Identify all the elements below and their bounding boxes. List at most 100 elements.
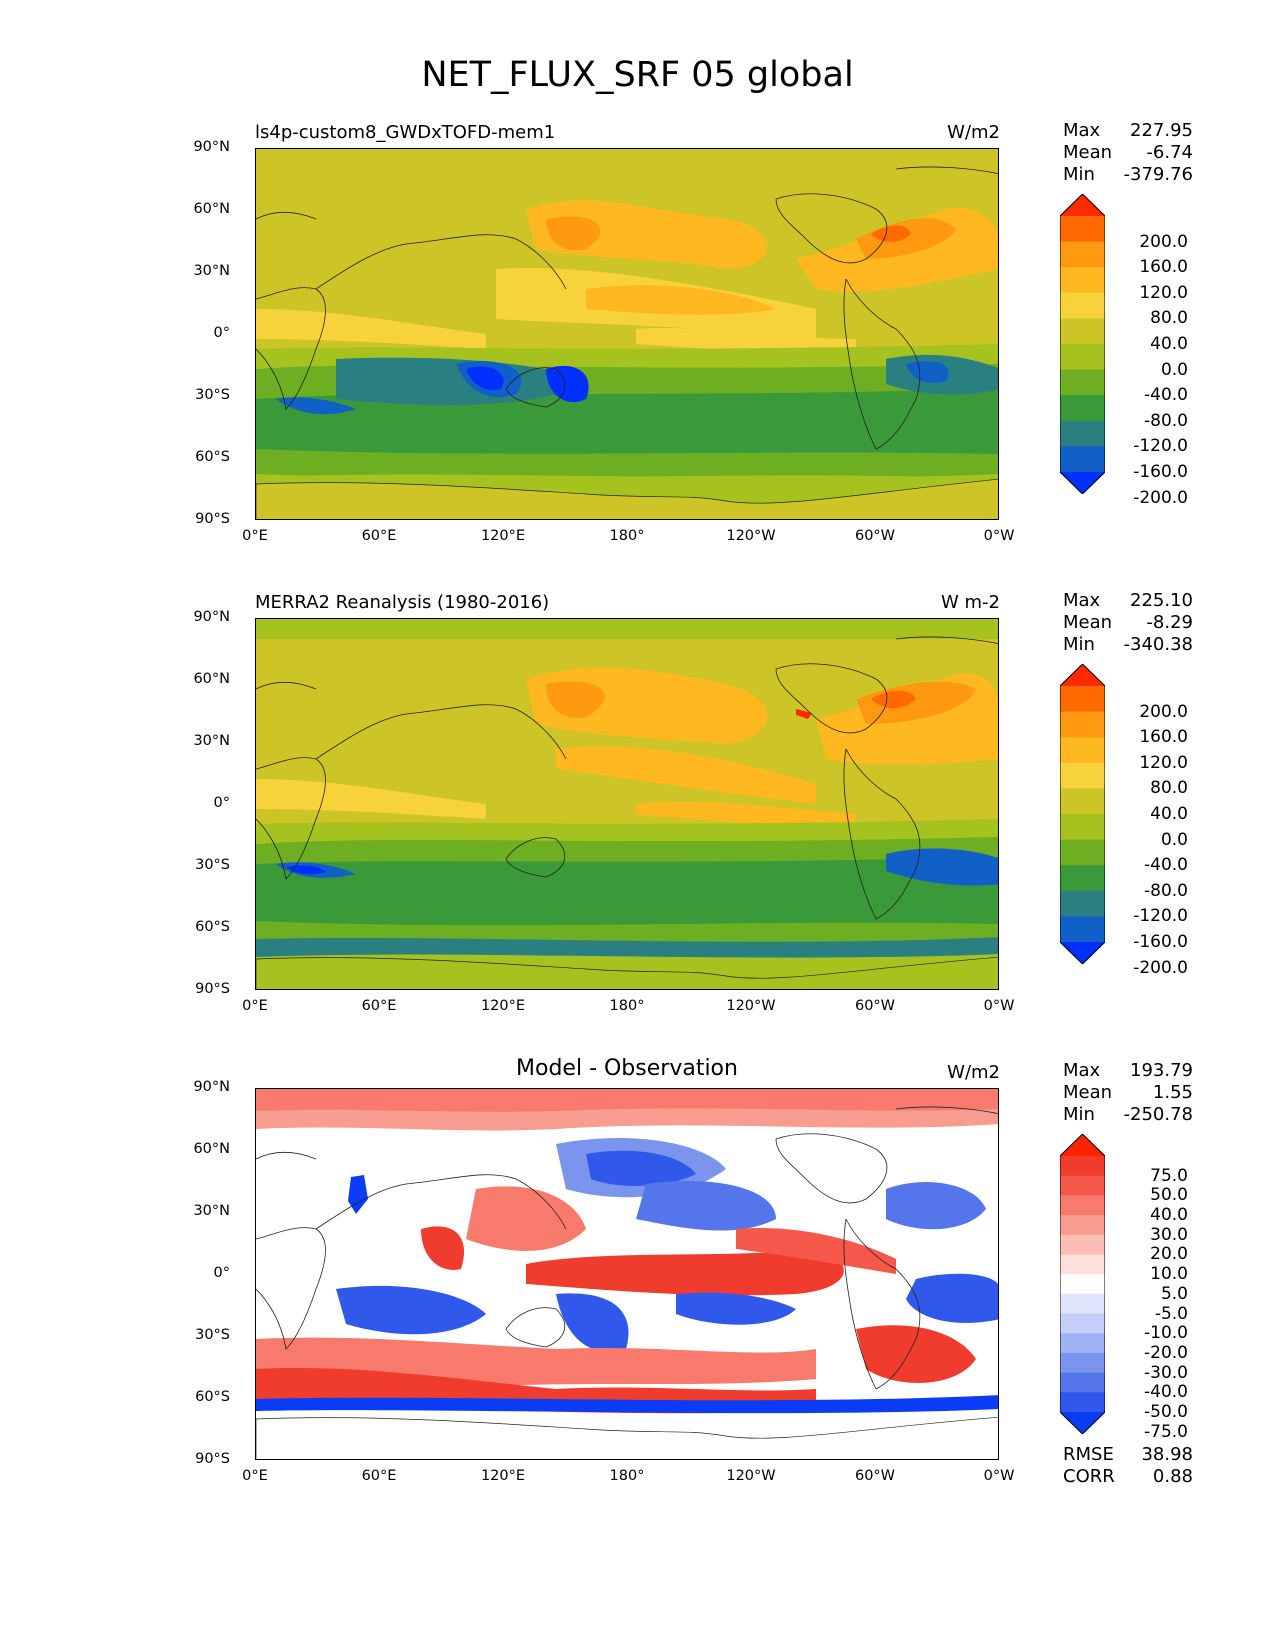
- lat-label: 90°N: [193, 1079, 230, 1095]
- colorbar-segment: [1060, 1215, 1105, 1236]
- lon-label: 120°W: [726, 1468, 776, 1484]
- min-label: Min: [1063, 1104, 1095, 1125]
- colorbar-labels: 75.0 50.0 40.0 30.0 20.0 10.0 5.0 -5.0 -10.0 -20.…: [1108, 1134, 1188, 1442]
- map-model-field: [256, 149, 998, 519]
- lat-label: 90°N: [193, 609, 230, 625]
- colorbar-tick-label: 40.0: [1150, 804, 1188, 824]
- lon-label: 60°W: [854, 1468, 896, 1484]
- lon-label: 0°W: [983, 528, 1015, 544]
- colorbar-tick-label: -50.0: [1144, 1402, 1188, 1422]
- colorbar-tick-label: 40.0: [1150, 1205, 1188, 1226]
- colorbar-tick-label: -200.0: [1133, 957, 1188, 978]
- colorbar-segment: [1060, 711, 1105, 738]
- colorbar-segment: [1060, 1195, 1105, 1216]
- lon-label: 180°: [609, 528, 645, 544]
- max-label: Max: [1063, 120, 1101, 141]
- lon-label: 180°: [609, 1468, 645, 1484]
- panel-difference: Model - Observation W/m2: [0, 1056, 1275, 1534]
- lat-label: 60°N: [193, 201, 230, 217]
- max-label: Max: [1063, 590, 1101, 611]
- lon-label: 0°W: [983, 1468, 1015, 1484]
- lat-label: 30°S: [195, 387, 230, 403]
- colorbar-tick-label: 20.0: [1150, 1244, 1188, 1265]
- colorbar-tick-label: -20.0: [1144, 1342, 1188, 1363]
- colorbar: [1060, 194, 1105, 494]
- panel-units: W m-2: [940, 592, 1000, 613]
- colorbar-segment: [1060, 839, 1105, 866]
- panel-title: ls4p-custom8_GWDxTOFD-mem1: [255, 122, 556, 143]
- colorbar: [1060, 664, 1105, 964]
- colorbar-tick-label: -200.0: [1133, 487, 1188, 508]
- colorbar-segment: [1060, 241, 1105, 268]
- lat-label: 0°: [213, 795, 230, 811]
- lon-label: 60°E: [361, 1468, 397, 1484]
- figure-title: NET_FLUX_SRF 05 global: [421, 55, 854, 95]
- mean-label: Mean: [1063, 142, 1113, 163]
- min-value: -250.78: [1123, 1104, 1193, 1125]
- lat-label: 60°S: [195, 449, 230, 465]
- colorbar-tick-label: 160.0: [1139, 727, 1188, 748]
- colorbar-segment: [1060, 1254, 1105, 1275]
- lon-label: 0°E: [242, 1468, 268, 1484]
- map-difference-field: [256, 1089, 998, 1459]
- colorbar-tick-label: 50.0: [1150, 1185, 1188, 1206]
- colorbar-segment: [1060, 267, 1105, 294]
- lat-label: 30°N: [193, 263, 230, 279]
- colorbar-segment: [1060, 395, 1105, 422]
- colorbar-segment: [1060, 1333, 1105, 1354]
- colorbar-segment: [1060, 788, 1105, 815]
- colorbar-segment: [1060, 318, 1105, 345]
- lat-label: 90°S: [195, 1451, 230, 1467]
- colorbar-segment: [1060, 344, 1105, 371]
- colorbar-tick-label: -120.0: [1133, 906, 1188, 927]
- colorbar-segment: [1060, 762, 1105, 789]
- lat-label: 30°S: [195, 1327, 230, 1343]
- colorbar-segment: [1060, 446, 1105, 473]
- panel-model: ls4p-custom8_GWDxTOFD-mem1 W/m2: [0, 120, 1275, 594]
- colorbar-segment: [1060, 737, 1105, 764]
- mean-label: Mean: [1063, 1082, 1113, 1103]
- colorbar-tick-label: 0.0: [1160, 829, 1188, 850]
- lat-label: 90°S: [195, 981, 230, 997]
- lat-label: 30°N: [193, 1203, 230, 1219]
- colorbar-segment: [1060, 1234, 1105, 1255]
- lon-label: 60°W: [854, 998, 896, 1014]
- colorbar-tick-label: -30.0: [1144, 1362, 1188, 1383]
- corr-label: CORR: [1063, 1466, 1115, 1487]
- lon-label: 0°W: [983, 998, 1015, 1014]
- colorbar-tick-label: 80.0: [1150, 778, 1188, 799]
- lon-label: 120°E: [480, 528, 526, 544]
- colorbar-tick-label: -160.0: [1133, 462, 1188, 482]
- max-value: 227.95: [1130, 120, 1193, 141]
- colorbar-segment: [1060, 664, 1105, 686]
- corr-value: 0.88: [1152, 1466, 1193, 1487]
- colorbar-tick-label: -5.0: [1154, 1303, 1188, 1324]
- colorbar: [1060, 1134, 1105, 1434]
- colorbar-tick-label: 30.0: [1150, 1224, 1188, 1245]
- mean-value: 1.55: [1152, 1082, 1193, 1103]
- colorbar-segment: [1060, 942, 1105, 964]
- colorbar-tick-label: -40.0: [1144, 855, 1188, 876]
- lat-label: 60°N: [193, 671, 230, 687]
- colorbar-segment: [1060, 686, 1105, 713]
- colorbar-segment: [1060, 369, 1105, 396]
- map-observation-field: [256, 619, 998, 989]
- lat-label: 60°S: [195, 1389, 230, 1405]
- stats-box: Max 225.10 Mean -8.29 Min -340.38: [1063, 590, 1193, 656]
- lat-label: 90°S: [195, 511, 230, 527]
- lon-label: 60°E: [361, 528, 397, 544]
- lat-label: 0°: [213, 325, 230, 341]
- lon-label: 60°E: [361, 998, 397, 1014]
- colorbar-tick-label: 200.0: [1139, 701, 1188, 722]
- colorbar-tick-label: 0.0: [1160, 359, 1188, 380]
- min-value: -340.38: [1123, 634, 1193, 655]
- lon-label: 120°E: [480, 1468, 526, 1484]
- rmse-value: 38.98: [1141, 1444, 1193, 1465]
- map-difference: [255, 1088, 999, 1460]
- colorbar-tick-label: -40.0: [1144, 1382, 1188, 1403]
- colorbar-tick-label: 75.0: [1150, 1165, 1188, 1186]
- colorbar-tick-label: -80.0: [1144, 410, 1188, 431]
- min-label: Min: [1063, 634, 1095, 655]
- mean-label: Mean: [1063, 612, 1113, 633]
- lon-label: 180°: [609, 998, 645, 1014]
